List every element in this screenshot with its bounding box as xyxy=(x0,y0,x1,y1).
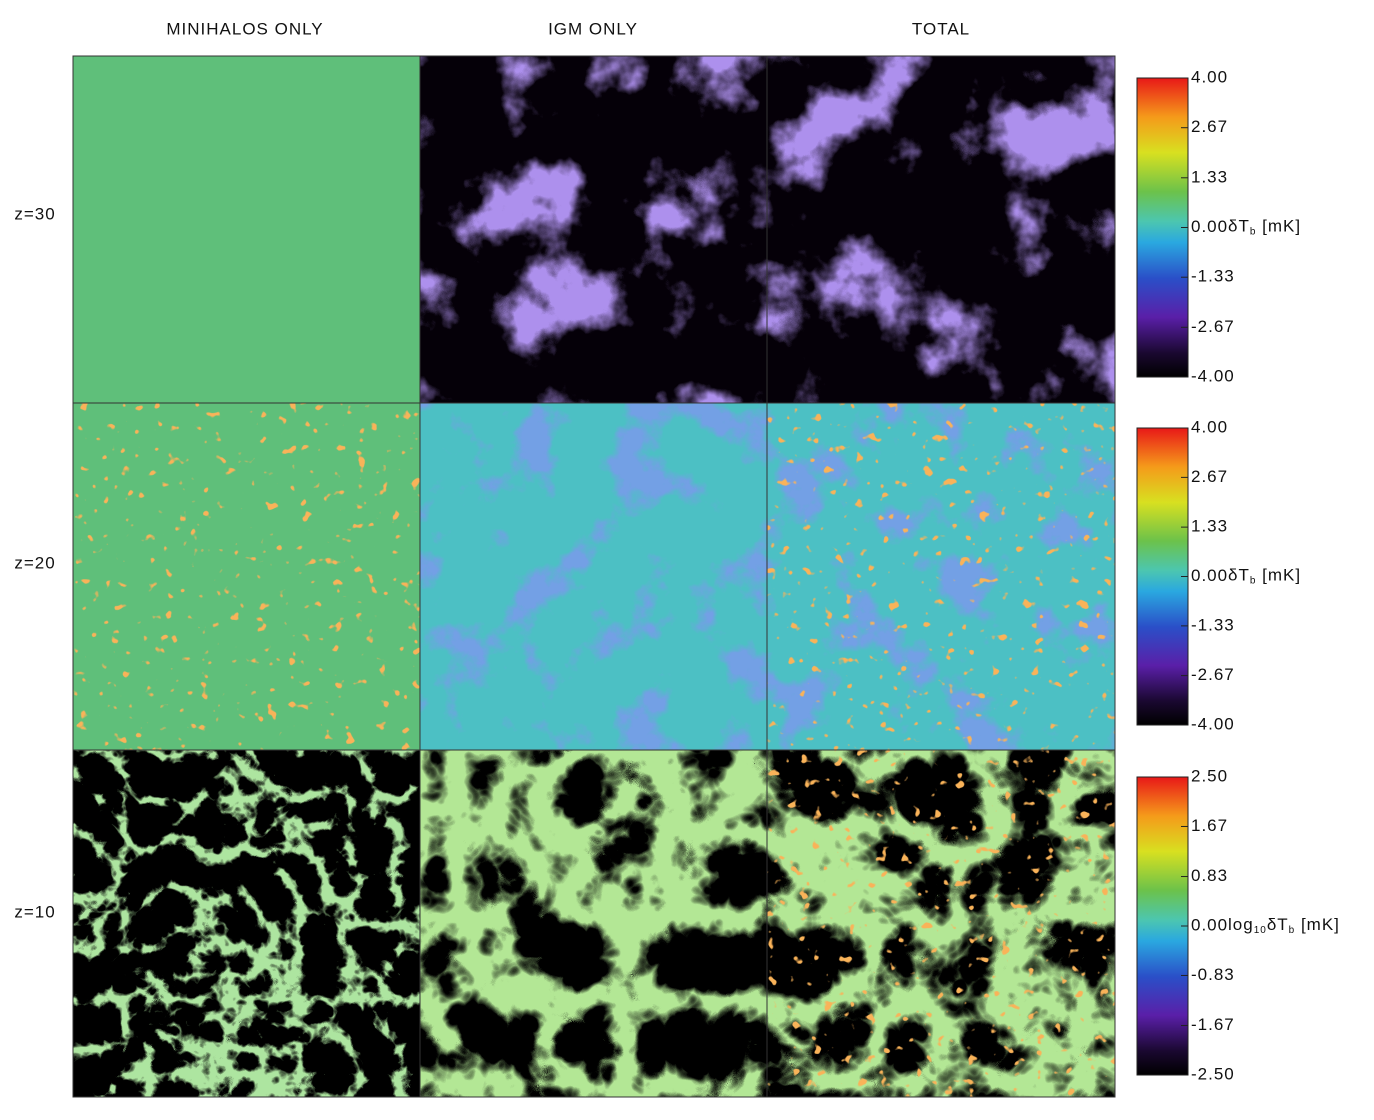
column-header: TOTAL xyxy=(912,19,970,38)
colorbar-tick-label: -2.67 xyxy=(1191,317,1235,336)
colorbar-tick-label: -2.67 xyxy=(1191,665,1235,684)
label-part: [mK] xyxy=(1256,566,1301,585)
colorbar-tick-label: 2.50 xyxy=(1191,766,1228,785)
colorbar-tick-label: -2.50 xyxy=(1191,1064,1235,1083)
colorbar-label: log10δTb [mK] xyxy=(1228,915,1340,935)
map-panel xyxy=(73,56,420,403)
colorbar-tick-label: 1.33 xyxy=(1191,167,1228,186)
map-texture xyxy=(420,56,767,403)
label-part: [mK] xyxy=(1256,217,1301,236)
colorbar xyxy=(1137,428,1188,725)
label-part: δT xyxy=(1228,217,1250,236)
map-texture xyxy=(73,403,420,750)
map-texture xyxy=(420,403,767,750)
colorbar-label: δTb [mK] xyxy=(1228,566,1301,586)
row-label: z=10 xyxy=(14,902,55,921)
label-part: [mK] xyxy=(1295,915,1340,934)
colorbar-tick-label: -0.83 xyxy=(1191,965,1235,984)
column-header: IGM ONLY xyxy=(548,19,638,38)
label-part: 10 xyxy=(1254,925,1267,936)
colorbar-tick-label: 2.67 xyxy=(1191,117,1228,136)
map-texture xyxy=(420,750,767,1097)
map-texture xyxy=(767,750,1115,1097)
figure: MINIHALOS ONLY IGM ONLY TOTAL z=30 z=20 … xyxy=(0,0,1374,1120)
colorbar-tick-label: -1.67 xyxy=(1191,1015,1235,1034)
colorbar-tick-label: 4.00 xyxy=(1191,67,1228,86)
map-texture xyxy=(767,56,1115,403)
colorbar-tick-label: 0.00 xyxy=(1191,566,1228,585)
row-label: z=30 xyxy=(14,204,55,223)
colorbar-tick-label: 2.67 xyxy=(1191,467,1228,486)
label-part: log xyxy=(1228,915,1254,934)
panels xyxy=(73,56,1115,1097)
colorbar-tick-label: 1.33 xyxy=(1191,517,1228,536)
colorbar-tick-label: -1.33 xyxy=(1191,267,1235,286)
colorbar-tick-label: 0.00 xyxy=(1191,915,1228,934)
colorbar-tick-label: 0.83 xyxy=(1191,866,1228,885)
colorbar-tick-label: -4.00 xyxy=(1191,714,1235,733)
label-part: δT xyxy=(1267,915,1289,934)
map-texture xyxy=(767,403,1115,750)
column-header: MINIHALOS ONLY xyxy=(166,19,323,38)
colorbar-tick-label: 0.00 xyxy=(1191,217,1228,236)
colorbar-tick-label: 1.67 xyxy=(1191,816,1228,835)
colorbar-tick-label: 4.00 xyxy=(1191,417,1228,436)
row-label: z=20 xyxy=(14,553,55,572)
colorbar xyxy=(1137,78,1188,377)
colorbar xyxy=(1137,777,1188,1075)
map-texture xyxy=(73,750,420,1097)
colorbar-tick-label: -1.33 xyxy=(1191,615,1235,634)
label-part: δT xyxy=(1228,566,1250,585)
colorbar-tick-label: -4.00 xyxy=(1191,366,1235,385)
colorbar-label: δTb [mK] xyxy=(1228,217,1301,237)
